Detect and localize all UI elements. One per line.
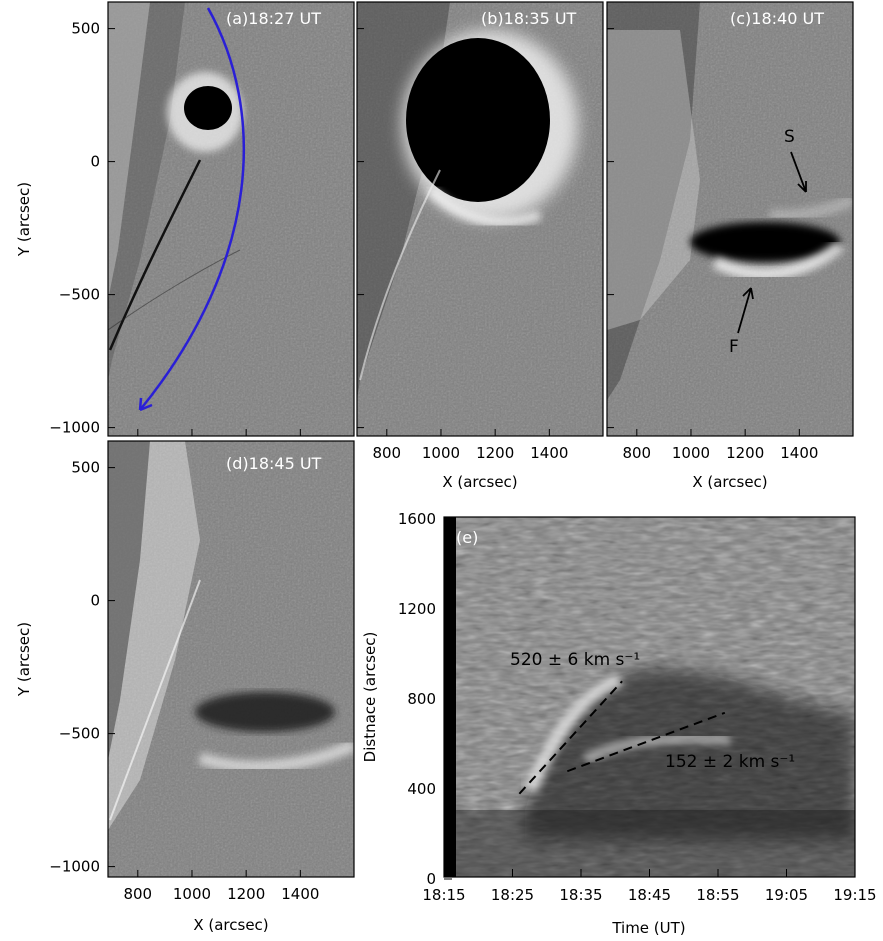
x-tick-label: 1000 (672, 444, 710, 462)
ylabel-e: Distnace (arcsec) (361, 632, 379, 763)
panel-e-heatmap (444, 517, 855, 877)
xlabel-b: X (arcsec) (442, 473, 517, 491)
e-y-tick-label: 1600 (398, 510, 436, 528)
x-tick-label: 1400 (780, 444, 818, 462)
panel-e-label: (e) (456, 528, 478, 547)
e-y-tick-label: 400 (407, 780, 436, 798)
annotation-s: S (784, 127, 795, 147)
e-x-tick-label: 18:25 (491, 886, 534, 904)
xlabel-e: Time (UT) (611, 919, 685, 937)
y-tick-label: 0 (90, 153, 100, 171)
ylabel-d: Y (arcsec) (15, 622, 33, 697)
fit-lines: 520 ± 6 km s⁻¹ 152 ± 2 km s⁻¹ (510, 650, 795, 795)
fit-line-2 (566, 711, 726, 773)
y-tick-label: 0 (90, 592, 100, 610)
x-tick-label: 1000 (173, 885, 211, 903)
arrow-f (737, 287, 754, 334)
panel-b (357, 2, 603, 436)
y-tick-label: −1000 (49, 858, 100, 876)
y-tick-label: −500 (59, 286, 100, 304)
x-tick-label: 800 (622, 444, 651, 462)
y-tick-label: −1000 (49, 419, 100, 437)
fit-line-1 (518, 680, 623, 795)
panel-a-label: (a)18:27 UT (226, 9, 321, 28)
arrow-s (790, 151, 807, 193)
path-arc (139, 7, 246, 411)
e-x-tick-label: 18:45 (628, 886, 671, 904)
fit-label-2: 152 ± 2 km s⁻¹ (665, 752, 795, 772)
panel-d-label: (d)18:45 UT (226, 454, 322, 473)
panel-b-label: (b)18:35 UT (481, 9, 577, 28)
e-x-tick-label: 18:15 (422, 886, 465, 904)
fit-label-1: 520 ± 6 km s⁻¹ (510, 650, 640, 670)
path-arc-arrowhead (138, 397, 153, 412)
ylabel-top: Y (arcsec) (15, 182, 33, 257)
x-tick-label: 1000 (422, 444, 460, 462)
x-tick-label: 1200 (476, 444, 514, 462)
panel-c-label: (c)18:40 UT (730, 9, 824, 28)
annotation-f: F (729, 337, 739, 357)
x-tick-label: 800 (372, 444, 401, 462)
x-tick-label: 1400 (281, 885, 319, 903)
panel-a (108, 2, 354, 436)
x-tick-label: 1400 (530, 444, 568, 462)
e-x-tick-label: 19:15 (833, 886, 876, 904)
e-y-tick-label: 0 (426, 870, 436, 888)
xlabel-d: X (arcsec) (193, 916, 268, 934)
panel-c (607, 2, 853, 436)
axes: 800 1000 1200 1400 800 1000 1200 1400 800 1000 120… (49, 20, 876, 904)
panel-d (108, 441, 354, 877)
e-y-tick-label: 1200 (398, 600, 436, 618)
e-x-tick-label: 19:05 (765, 886, 808, 904)
y-tick-label: 500 (71, 20, 100, 38)
panel-frames (107, 1, 856, 878)
x-tick-label: 1200 (726, 444, 764, 462)
x-tick-label: 800 (123, 885, 152, 903)
e-x-tick-label: 18:55 (696, 886, 739, 904)
x-tick-label: 1200 (227, 885, 265, 903)
y-tick-label: −500 (59, 725, 100, 743)
y-tick-label: 500 (71, 459, 100, 477)
xlabel-c: X (arcsec) (692, 473, 767, 491)
e-x-tick-label: 18:35 (559, 886, 602, 904)
e-y-tick-label: 800 (407, 690, 436, 708)
